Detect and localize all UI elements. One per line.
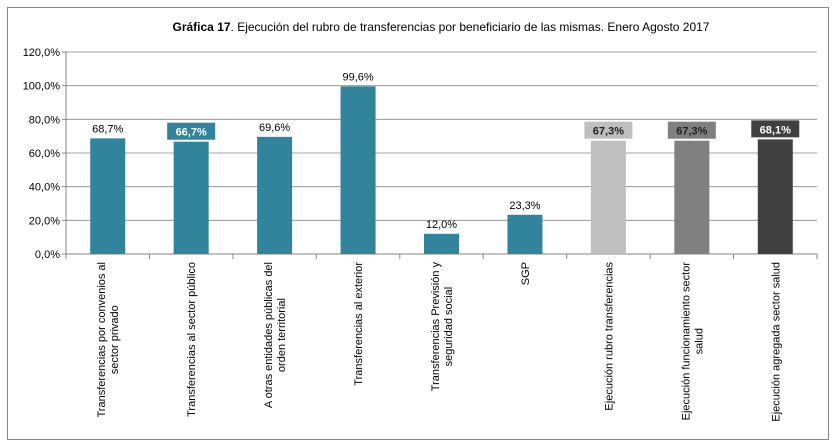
bar	[757, 139, 793, 254]
x-tick-label: Ejecución rubro transferencias	[603, 262, 615, 411]
value-label: 67,3%	[593, 126, 624, 138]
x-tick-label: SGP	[520, 262, 532, 285]
value-label: 68,7%	[92, 123, 123, 135]
x-tick-label: Transferencias por convenios al	[96, 262, 108, 418]
y-tick-label: 120,0%	[23, 47, 61, 59]
value-label: 12,0%	[426, 219, 457, 231]
value-label-box	[751, 120, 800, 138]
y-tick-label: 100,0%	[23, 81, 61, 93]
x-tick-label: salud	[693, 328, 705, 354]
value-label: 67,3%	[676, 126, 707, 138]
value-label-box	[667, 121, 716, 139]
y-tick-label: 60,0%	[29, 148, 60, 160]
x-tick-label: seguridad social	[443, 287, 455, 367]
bar	[90, 138, 126, 254]
bar	[507, 214, 543, 254]
bar	[257, 136, 293, 254]
value-label: 23,3%	[509, 200, 540, 212]
y-tick-label: 20,0%	[29, 215, 60, 227]
x-tick-label-group: Transferencias al exterior	[353, 262, 365, 386]
bar	[424, 233, 459, 254]
value-label: 69,6%	[259, 122, 290, 134]
value-label: 68,1%	[760, 124, 791, 136]
bar	[173, 141, 209, 254]
x-tick-label: Transferencias al exterior	[353, 262, 365, 386]
x-tick-label-group: Ejecución funcionamiento sector salud	[680, 262, 705, 421]
title-number: Gráfica 17	[173, 20, 231, 34]
y-tick-label: 40,0%	[29, 182, 60, 194]
x-tick-label-group: Transferencias por convenios al sector pr…	[96, 262, 121, 418]
x-tick-label-group: A otras entidades públicas del orden terr…	[263, 262, 288, 408]
y-tick-label: 80,0%	[29, 114, 60, 126]
title-text: . Ejecución del rubro de transferencias …	[231, 20, 710, 34]
x-tick-label: orden territorial	[276, 298, 288, 372]
x-tick-label-group: SGP	[520, 262, 532, 285]
x-tick-label: Transferencias al sector público	[186, 262, 198, 417]
chart-title: Gráfica 17. Ejecución del rubro de trans…	[173, 20, 710, 34]
bar	[674, 140, 710, 254]
value-label-box	[167, 122, 216, 140]
x-tick-label: Ejecución agregada sector salud	[770, 262, 782, 422]
x-tick-label-group: Ejecución rubro transferencias	[603, 262, 615, 411]
x-tick-label: Ejecución funcionamiento sector	[680, 262, 692, 421]
x-tick-label: sector privado	[109, 305, 121, 374]
value-label: 99,6%	[342, 71, 373, 83]
x-tick-label: A otras entidades públicas del	[263, 262, 275, 408]
x-tick-label-group: Transferencias al sector público	[186, 262, 198, 417]
x-tick-label-group: Ejecución agregada sector salud	[770, 262, 782, 422]
value-label-box	[584, 121, 633, 139]
x-tick-label-group: Transferencias Previsión y seguridad soci…	[430, 262, 455, 392]
bar	[590, 140, 626, 254]
value-label: 66,7%	[176, 127, 207, 139]
x-tick-label: Transferencias Previsión y	[430, 262, 442, 392]
y-tick-label: 0,0%	[35, 249, 60, 261]
bar	[340, 86, 376, 254]
